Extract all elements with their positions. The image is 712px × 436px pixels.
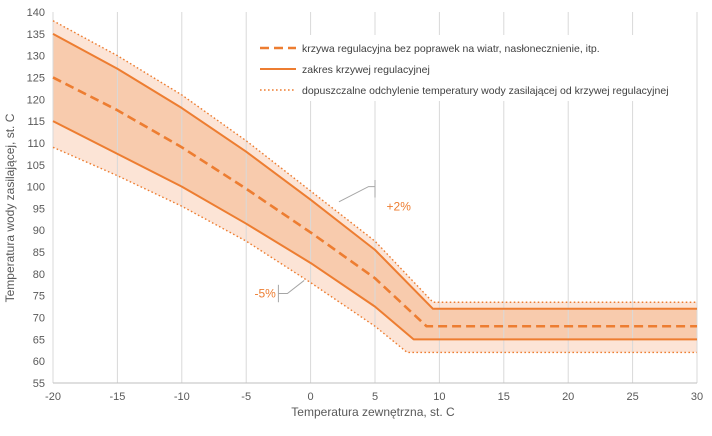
- legend-label-1: krzywa regulacyjna bez poprawek na wiatr…: [302, 43, 600, 55]
- legend-label-2: zakres krzywej regulacyjnej: [302, 64, 430, 76]
- y-tick-label: 140: [27, 7, 45, 19]
- y-tick-label: 120: [27, 94, 45, 106]
- x-tick-label: -5: [241, 391, 251, 403]
- x-tick-label: 30: [691, 391, 703, 403]
- y-tick-label: 125: [27, 72, 45, 84]
- series-line-5: [52, 146, 697, 354]
- x-tick-label: -15: [109, 391, 125, 403]
- y-tick-label: 60: [33, 356, 45, 368]
- annotation-leader-plus: [338, 186, 375, 203]
- y-tick-label: 65: [33, 334, 45, 346]
- y-tick-label: 75: [33, 291, 45, 303]
- x-axis-title: Temperatura zewnętrzna, st. C: [291, 405, 455, 419]
- y-tick-label: 90: [33, 225, 45, 237]
- legend-label-3: dopuszczalne odchylenie temperatury wody…: [302, 85, 669, 97]
- annotation-leader-minus: [278, 280, 305, 295]
- y-tick-label: 130: [27, 51, 45, 63]
- x-tick-label: 0: [308, 391, 314, 403]
- x-tick-label: -10: [174, 391, 190, 403]
- annotation-plus-2-percent: +2%: [387, 199, 412, 213]
- series-line-3: [52, 120, 697, 341]
- series-line-1: [52, 76, 697, 328]
- y-tick-label: 80: [33, 269, 45, 281]
- y-tick-label: 110: [27, 138, 45, 150]
- annotation-minus-5-percent: -5%: [254, 287, 276, 301]
- legend-box: [252, 35, 680, 101]
- y-tick-label: 115: [27, 116, 45, 128]
- x-tick-label: 20: [562, 391, 574, 403]
- y-tick-label: 105: [27, 160, 45, 172]
- series-line-4: [52, 20, 697, 303]
- y-tick-label: 135: [27, 29, 45, 41]
- x-tick-label: 10: [433, 391, 445, 403]
- series-line-2: [52, 32, 697, 310]
- y-tick-label: 70: [33, 313, 45, 325]
- y-tick-label: 55: [33, 378, 45, 390]
- x-tick-label: 25: [626, 391, 638, 403]
- y-tick-label: 85: [33, 247, 45, 259]
- x-tick-label: 5: [372, 391, 378, 403]
- x-tick-label: -20: [45, 391, 61, 403]
- y-axis-title: Temperatura wody zasilającej, st. C: [3, 113, 17, 302]
- y-tick-label: 100: [27, 182, 45, 194]
- y-tick-label: 95: [33, 203, 45, 215]
- x-tick-label: 15: [498, 391, 510, 403]
